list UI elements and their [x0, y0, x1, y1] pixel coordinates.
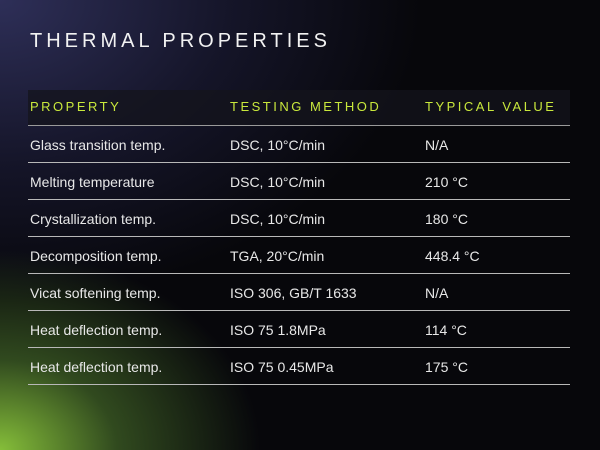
table-cell: ISO 306, GB/T 1633 — [230, 285, 357, 301]
row-divider — [28, 236, 570, 237]
table-cell: Heat deflection temp. — [30, 359, 163, 375]
row-divider — [28, 347, 570, 348]
table-cell: DSC, 10°C/min — [230, 174, 326, 190]
table-cell: N/A — [425, 137, 449, 153]
table-cell: Crystallization temp. — [30, 211, 157, 227]
table-cell: 180 °C — [425, 211, 468, 227]
table-cell: Glass transition temp. — [30, 137, 166, 153]
table-cell: Melting temperature — [30, 174, 155, 190]
table-cell: Heat deflection temp. — [30, 322, 163, 338]
table-cell: 448.4 °C — [425, 248, 480, 264]
table-cell: Decomposition temp. — [30, 248, 162, 264]
title: THERMAL PROPERTIES — [30, 30, 331, 52]
table-cell: ISO 75 0.45MPa — [230, 359, 334, 375]
row-divider — [28, 384, 570, 385]
table-cell: 175 °C — [425, 359, 468, 375]
header-cell: TESTING METHOD — [230, 99, 382, 114]
table-cell: DSC, 10°C/min — [230, 211, 326, 227]
table-cell: 210 °C — [425, 174, 468, 190]
header-cell: TYPICAL VALUE — [425, 99, 557, 114]
table-cell: 114 °C — [425, 322, 467, 338]
table-cell: ISO 75 1.8MPa — [230, 322, 326, 338]
row-divider — [28, 273, 570, 274]
row-divider — [28, 199, 570, 200]
header-cell: PROPERTY — [30, 99, 122, 114]
row-divider — [28, 162, 570, 163]
table-cell: N/A — [425, 285, 449, 301]
header-band — [28, 90, 570, 126]
table-cell: DSC, 10°C/min — [230, 137, 326, 153]
table-cell: Vicat softening temp. — [30, 285, 161, 301]
row-divider — [28, 310, 570, 311]
table-cell: TGA, 20°C/min — [230, 248, 325, 264]
